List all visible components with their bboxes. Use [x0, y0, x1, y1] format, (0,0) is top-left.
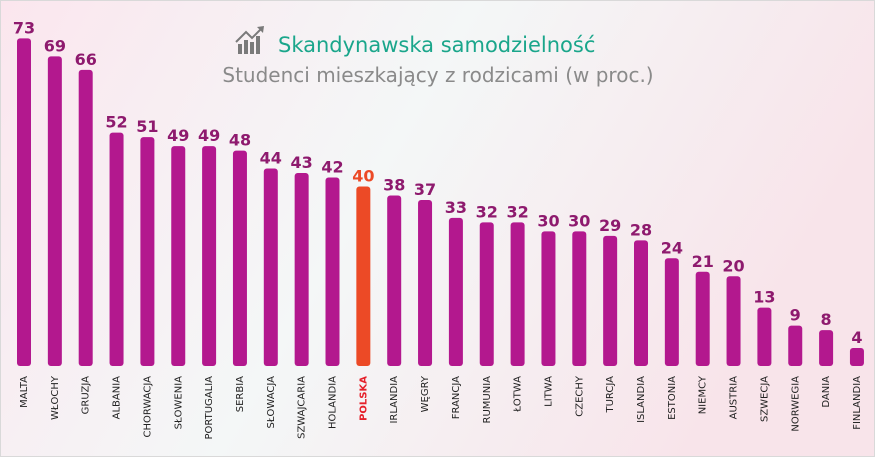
value-label: 38: [383, 175, 405, 194]
value-label: 33: [445, 198, 467, 217]
x-tick-label: AUSTRIA: [729, 376, 740, 420]
x-tick-label: IRLANDIA: [389, 376, 400, 424]
bar: [140, 137, 155, 366]
x-tick-label: POLSKA: [358, 376, 369, 421]
bar: [572, 231, 587, 366]
bar: [479, 222, 494, 366]
chart-title: Skandynawska samodzielność: [278, 33, 595, 57]
x-tick-label: SZWAJCARIA: [297, 376, 308, 439]
value-label: 48: [229, 131, 251, 150]
value-label: 66: [75, 50, 97, 69]
x-tick-label: ESTONIA: [667, 376, 678, 420]
bar: [294, 173, 309, 366]
x-tick-label: RUMUNIA: [482, 376, 493, 424]
bar: [448, 217, 463, 366]
bar: [17, 38, 31, 366]
value-label: 52: [105, 113, 127, 132]
bar: [541, 231, 556, 366]
value-label: 21: [692, 252, 714, 271]
x-tick-label: SŁOWACJA: [266, 376, 277, 429]
bar: [603, 235, 618, 366]
bar: [664, 258, 679, 366]
bar: [356, 186, 371, 366]
x-tick-label: WĘGRY: [420, 375, 431, 412]
value-label: 20: [722, 256, 744, 275]
bar: [819, 330, 834, 366]
x-tick-label: SŁOWENIA: [173, 376, 184, 429]
bar: [78, 69, 93, 366]
value-label: 30: [537, 211, 559, 230]
bar: [202, 146, 217, 366]
x-tick-label: NIEMCY: [698, 375, 709, 414]
bar: [849, 348, 864, 366]
x-tick-label: FRANCJA: [451, 376, 462, 419]
value-label: 32: [506, 202, 528, 221]
bar: [232, 150, 247, 366]
chart-subtitle: Studenci mieszkający z rodzicami (w proc…: [222, 63, 653, 87]
x-tick-label: SZWECJA: [759, 376, 770, 422]
x-tick-label: CZECHY: [574, 375, 585, 417]
bar: [325, 177, 340, 366]
x-tick-label: DANIA: [821, 376, 832, 408]
x-tick-label: PORTUGALIA: [204, 376, 215, 440]
value-label: 69: [44, 36, 66, 55]
value-label: 51: [136, 117, 158, 136]
value-label: 8: [821, 310, 832, 329]
bar: [109, 132, 124, 366]
value-label: 37: [414, 180, 436, 199]
title-icon: [235, 26, 264, 54]
bar: [263, 168, 278, 366]
x-tick-label: CHORWACJA: [142, 376, 153, 438]
value-label: 40: [352, 167, 374, 186]
x-tick-label: ISLANDIA: [636, 376, 647, 423]
value-label: 29: [599, 216, 621, 235]
value-label: 49: [198, 126, 220, 145]
x-tick-label: ALBANIA: [112, 376, 123, 420]
x-tick-label: HOLANDIA: [328, 376, 339, 429]
value-label: 44: [260, 149, 282, 168]
value-label: 43: [291, 153, 313, 172]
value-label: 24: [661, 238, 683, 257]
value-label: 13: [753, 288, 775, 307]
x-tick-label: WŁOCHY: [50, 375, 61, 420]
bar: [788, 325, 803, 366]
bar: [418, 199, 433, 366]
x-tick-label: ŁOTWA: [513, 376, 524, 413]
x-tick-label: SERBIA: [235, 376, 246, 412]
x-tick-label: LITWA: [543, 376, 554, 407]
bar: [387, 195, 402, 366]
value-label: 30: [568, 211, 590, 230]
bar: [726, 276, 741, 366]
bar: [634, 240, 648, 366]
bar: [47, 56, 62, 367]
value-label: 32: [476, 202, 498, 221]
x-tick-label: MALTA: [19, 376, 30, 408]
value-label: 49: [167, 126, 189, 145]
bar: [695, 271, 710, 366]
value-label: 42: [321, 158, 343, 177]
value-label: 28: [630, 220, 652, 239]
value-label: 73: [13, 18, 35, 37]
bar: [510, 222, 525, 366]
x-tick-label: NORWEGIA: [790, 376, 801, 432]
x-tick-label: FINLANDIA: [852, 376, 863, 430]
value-label: 9: [790, 306, 801, 325]
bar: [757, 307, 772, 366]
x-tick-label: TURCJA: [605, 376, 616, 414]
bar: [171, 146, 186, 366]
value-label: 4: [851, 328, 862, 347]
x-tick-label: GRUZJA: [81, 376, 92, 414]
